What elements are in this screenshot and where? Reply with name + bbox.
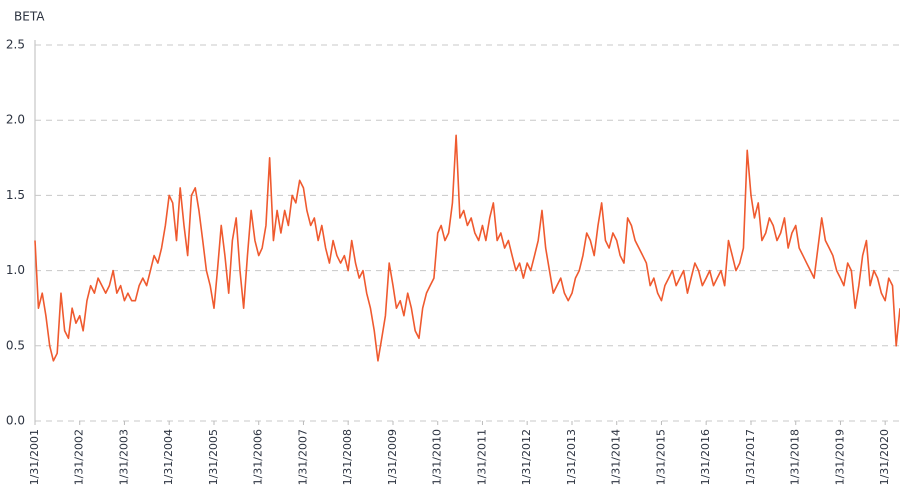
x-tick-label: 1/31/2005 <box>207 429 220 485</box>
x-tick-label: 1/31/2003 <box>117 429 130 485</box>
x-tick-label: 1/31/2004 <box>162 429 175 485</box>
y-tick-label: 0.5 <box>6 338 25 352</box>
x-tick-label: 1/31/2016 <box>699 429 712 485</box>
x-tick-label: 1/31/2017 <box>744 429 757 485</box>
x-tick-label: 1/31/2002 <box>73 429 86 485</box>
x-tick-label: 1/31/2006 <box>252 429 265 485</box>
x-tick-label: 1/31/2007 <box>296 429 309 485</box>
y-tick-label: 1.5 <box>6 188 25 202</box>
y-tick-label: 0.0 <box>6 414 25 428</box>
x-tick-label: 1/31/2015 <box>654 429 667 485</box>
x-tick-label: 1/31/2014 <box>610 429 623 485</box>
x-tick-label: 1/31/2020 <box>878 429 891 485</box>
x-tick-label: 1/31/2011 <box>475 429 488 485</box>
x-tick-label: 1/31/2019 <box>833 429 846 485</box>
x-tick-label: 1/31/2001 <box>28 429 41 485</box>
y-tick-label: 2.0 <box>6 113 25 127</box>
y-tick-label: 2.5 <box>6 38 25 52</box>
line <box>34 134 900 362</box>
x-tick-label: 1/31/2018 <box>789 429 802 485</box>
y-tick-label: 1.0 <box>6 263 25 277</box>
x-tick-label: 1/31/2010 <box>431 429 444 485</box>
x-tick-label: 1/31/2012 <box>520 429 533 485</box>
y-axis-label: BETA <box>14 10 45 24</box>
x-tick-label: 1/31/2008 <box>341 429 354 485</box>
x-tick-label: 1/31/2013 <box>565 429 578 485</box>
x-tick-label: 1/31/2009 <box>386 429 399 485</box>
